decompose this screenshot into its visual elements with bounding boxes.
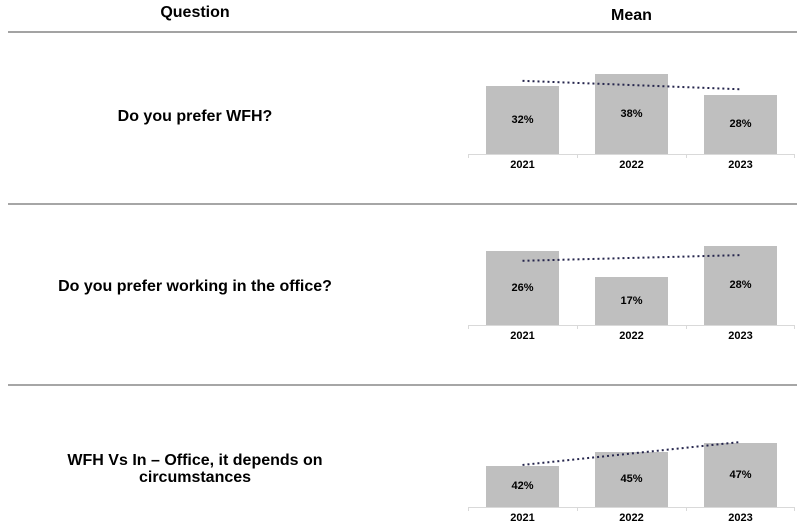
x-axis <box>468 507 795 508</box>
header-rule <box>8 31 797 33</box>
bar-value-label: 28% <box>729 279 752 292</box>
trendline-svg <box>522 79 741 91</box>
mean-bar-chart-1: 32% 2021 38% 2022 28% 2023 <box>468 59 795 171</box>
x-axis <box>468 325 795 326</box>
column-header-mean: Mean <box>611 7 652 24</box>
bar <box>595 276 668 325</box>
axis-tick <box>577 325 578 329</box>
bar-value-label: 47% <box>729 468 752 481</box>
axis-tick <box>686 325 687 329</box>
x-tick-label: 2022 <box>619 330 644 342</box>
bar <box>486 86 559 154</box>
row-divider <box>8 384 797 386</box>
x-tick-label: 2021 <box>510 159 535 171</box>
axis-tick <box>577 154 578 158</box>
axis-tick <box>794 325 795 329</box>
mean-bar-chart-3: 42% 2021 45% 2022 47% 2023 <box>468 429 795 524</box>
axis-tick <box>468 507 469 511</box>
trendline <box>522 254 741 262</box>
x-tick-label: 2023 <box>728 330 753 342</box>
bar <box>704 442 777 507</box>
trendline <box>522 79 741 91</box>
axis-tick <box>577 507 578 511</box>
x-axis <box>468 154 795 155</box>
x-tick-label: 2022 <box>619 159 644 171</box>
bar <box>704 94 777 154</box>
axis-tick <box>468 325 469 329</box>
bar <box>486 251 559 325</box>
mean-bar-chart-2: 26% 2021 17% 2022 28% 2023 <box>468 240 795 342</box>
axis-tick <box>794 154 795 158</box>
x-tick-label: 2021 <box>510 330 535 342</box>
question-text: Do you prefer working in the office? <box>58 278 332 295</box>
trendline-svg <box>522 254 741 262</box>
bar-value-label: 42% <box>511 480 534 493</box>
bar-value-label: 17% <box>620 294 643 307</box>
bar-value-label: 28% <box>729 118 752 131</box>
axis-tick <box>686 154 687 158</box>
x-tick-label: 2023 <box>728 512 753 524</box>
bar <box>486 465 559 507</box>
column-header-question: Question <box>160 4 230 21</box>
axis-tick <box>468 154 469 158</box>
x-tick-label: 2021 <box>510 512 535 524</box>
bar <box>704 245 777 325</box>
bar <box>595 73 668 154</box>
bar-value-label: 32% <box>511 114 534 127</box>
row-divider <box>8 203 797 205</box>
axis-tick <box>794 507 795 511</box>
bar-value-label: 38% <box>620 107 643 120</box>
x-tick-label: 2022 <box>619 512 644 524</box>
bar-value-label: 45% <box>620 473 643 486</box>
bar <box>595 451 668 507</box>
axis-tick <box>686 507 687 511</box>
question-text: WFH Vs In – Office, it depends on circum… <box>67 452 323 486</box>
question-text: Do you prefer WFH? <box>117 108 273 125</box>
trendline-svg <box>522 441 741 466</box>
x-tick-label: 2023 <box>728 159 753 171</box>
bar-value-label: 26% <box>511 282 534 295</box>
trendline <box>522 441 741 466</box>
